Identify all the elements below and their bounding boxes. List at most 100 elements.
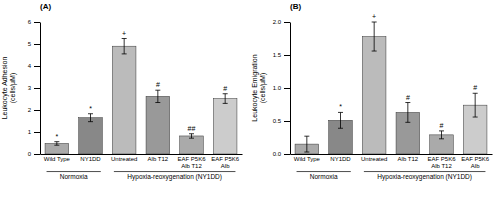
y-tick: 3 (28, 85, 40, 91)
sig-label: + (372, 13, 376, 20)
error-bar-cap (405, 102, 410, 103)
group-bracket (297, 171, 351, 172)
sig-label: ## (188, 125, 196, 132)
group-bracket (364, 171, 486, 172)
error-bar (372, 22, 377, 51)
y-axis: 0123456 (28, 19, 41, 157)
x-tick-label: EAF P5K6Alb T12 (177, 156, 206, 168)
y-tick-mark (34, 44, 40, 45)
tick-label-line: Alb T12 (181, 163, 202, 169)
y-tick: 1.0 (273, 85, 290, 91)
error-bar-cap (155, 102, 160, 103)
tick-label-line: Wild Type (294, 156, 321, 162)
error-bar (338, 112, 343, 128)
group-label: Normoxia (310, 173, 338, 180)
y-tick: 0.5 (273, 118, 290, 124)
x-tick-label: Untreated (361, 156, 387, 162)
y-axis-title: Leukocyte Adhesion(cells/μM) (1, 57, 17, 120)
error-bar-cap (439, 138, 444, 139)
y-tick: 1.5 (273, 52, 290, 58)
x-tick: EAF P5K6Alb (461, 156, 490, 168)
x-tick-label: NY1DD (330, 156, 351, 162)
error-bar-cap (338, 128, 343, 129)
y-axis-line (40, 23, 41, 155)
error-bar (155, 90, 160, 102)
error-bar (122, 39, 127, 54)
y-tick-label: 0.5 (273, 118, 282, 124)
x-tick-label: EAF P5K6Alb (461, 156, 490, 168)
x-axis: Wild TypeNY1DDUntreatedAlb T12EAF P5K6Al… (291, 155, 493, 169)
error-bar-stem (157, 90, 158, 102)
error-bar-cap (155, 90, 160, 91)
y-tick-label: 5 (28, 41, 32, 47)
error-bar (473, 93, 478, 117)
error-bar-stem (225, 94, 226, 104)
tick-label-line: Untreated (361, 156, 387, 162)
error-bar-stem (441, 131, 442, 139)
error-bar-cap (304, 152, 309, 153)
error-bar (189, 134, 194, 138)
tick-label-line: Alb T12 (148, 156, 169, 162)
y-tick: 5 (28, 41, 40, 47)
group-bracket (47, 171, 101, 172)
x-tick-label: Untreated (111, 156, 137, 162)
error-bar (223, 94, 228, 104)
y-tick-label: 4 (28, 63, 32, 69)
y-axis-title-line: (cells/μM) (9, 73, 17, 103)
error-bar-cap (54, 145, 59, 146)
x-tick: NY1DD (330, 156, 351, 162)
y-tick-label: 0 (28, 151, 32, 157)
sig-label: * (55, 133, 58, 140)
group-bracket (114, 171, 236, 172)
y-tick-mark (284, 154, 290, 155)
error-bar-cap (54, 141, 59, 142)
y-tick-label: 0.0 (273, 151, 282, 157)
y-tick-mark (34, 88, 40, 89)
tick-label-line: EAF P5K6 (177, 156, 206, 162)
x-tick: EAF P5K6Alb T12 (427, 156, 456, 168)
error-bar-cap (189, 138, 194, 139)
y-tick-mark (34, 132, 40, 133)
tick-label-line: NY1DD (80, 156, 101, 162)
x-tick: Untreated (111, 156, 137, 162)
group-label: Hypoxia-reoxygenation (NY1DD) (127, 173, 222, 181)
y-tick-mark (284, 22, 290, 23)
y-tick-mark (284, 88, 290, 89)
marks (45, 39, 237, 155)
bar (213, 99, 237, 154)
title: (A) (40, 2, 51, 11)
x-axis-line (41, 154, 243, 155)
error-bar-stem (475, 93, 476, 117)
error-bar-cap (439, 130, 444, 131)
x-tick: Untreated (361, 156, 387, 162)
group-label: Normoxia (60, 173, 88, 180)
y-axis-title: Leukocyte Emigration(cells/μM) (251, 54, 267, 121)
y-tick-mark (34, 66, 40, 67)
y-tick: 2.0 (273, 19, 290, 25)
sig-label: # (473, 84, 477, 91)
error-bar-stem (306, 136, 307, 152)
y-tick-label: 2.0 (273, 19, 282, 25)
y-tick: 4 (28, 63, 40, 69)
x-axis: Wild TypeNY1DDUntreatedAlb T12EAF P5K6Al… (41, 155, 243, 169)
tick-label-line: EAF P5K6 (461, 156, 490, 162)
sig-label: * (339, 103, 342, 110)
error-bar-stem (56, 142, 57, 146)
error-bar-cap (88, 121, 93, 122)
y-axis: 0.0 0.5 1.0 1.5 2.0 (273, 19, 291, 157)
tick-label-line: Alb T12 (431, 163, 452, 169)
tick-label-line: Untreated (111, 156, 137, 162)
sig-label: # (440, 122, 444, 129)
error-bar-cap (473, 93, 478, 94)
y-axis-title-line: (cells/μM) (259, 73, 267, 103)
x-tick: Alb T12 (398, 156, 419, 162)
chart: 0123456Wild TypeNY1DDUntreatedAlb T12EAF… (0, 0, 500, 198)
x-tick: NY1DD (80, 156, 101, 162)
x-tick: EAF P5K6Alb (211, 156, 240, 168)
x-axis-line (291, 154, 493, 155)
x-tick-label: Wild Type (294, 156, 321, 162)
error-bar-cap (223, 93, 228, 94)
sig-label: # (406, 94, 410, 101)
error-bar-cap (372, 51, 377, 52)
error-bar (54, 142, 59, 146)
